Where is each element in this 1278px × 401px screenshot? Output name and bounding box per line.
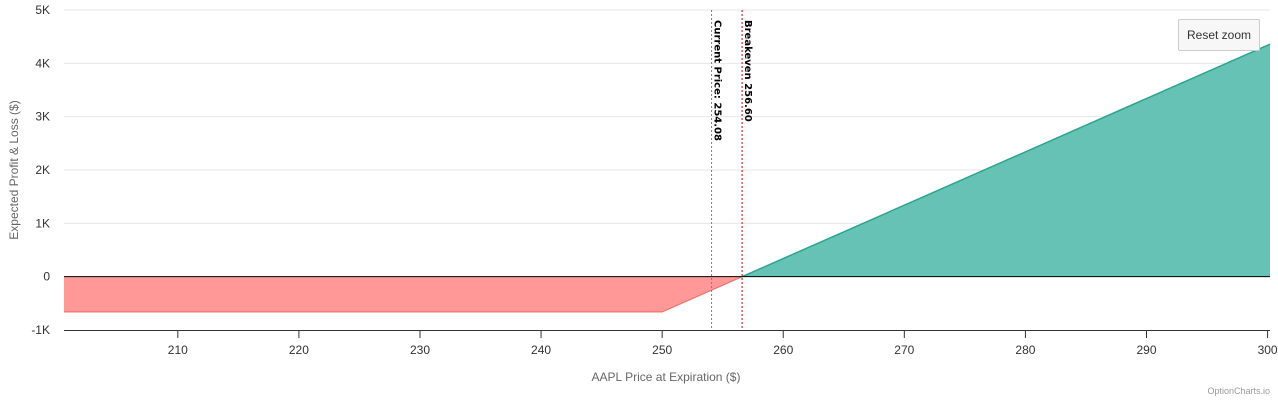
y-tick-label: 3K <box>35 110 50 124</box>
y-tick-label: 0 <box>43 270 50 284</box>
plot-lines: Current Price: 254.08 Breakeven 256.60 <box>711 10 753 330</box>
chart-credit[interactable]: OptionCharts.io <box>1207 386 1270 396</box>
profit-line <box>741 43 1271 278</box>
x-tick-label: 210 <box>168 343 188 357</box>
x-axis-title: AAPL Price at Expiration ($) <box>592 370 741 384</box>
x-tick-label: 250 <box>652 343 672 357</box>
reset-zoom-button[interactable]: Reset zoom <box>1178 19 1260 51</box>
loss-area <box>64 276 743 312</box>
axes: -1K 0 1K 2K 3K 4K 5K 210 220 230 240 250 260 270 280 29… <box>31 3 1278 357</box>
x-tick-label: 230 <box>410 343 430 357</box>
pnl-areas <box>64 43 1271 313</box>
x-tick-label: 220 <box>289 343 309 357</box>
x-tick-label: 260 <box>773 343 793 357</box>
x-tick-label: 280 <box>1015 343 1035 357</box>
x-tick-label: 270 <box>894 343 914 357</box>
y-tick-label: 2K <box>35 163 50 177</box>
breakeven-label: Breakeven 256.60 <box>742 20 753 122</box>
current-price-label: Current Price: 254.08 <box>712 20 723 141</box>
y-tick-label: -1K <box>31 323 50 337</box>
x-tick-label: 240 <box>531 343 551 357</box>
loss-line <box>64 276 743 313</box>
y-tick-label: 4K <box>35 56 50 70</box>
y-tick-label: 1K <box>35 216 50 230</box>
y-tick-label: 5K <box>35 3 50 17</box>
y-axis-title: Expected Profit & Loss ($) <box>7 100 21 239</box>
x-tick-label: 300 <box>1258 343 1278 357</box>
x-tick-label: 290 <box>1136 343 1156 357</box>
